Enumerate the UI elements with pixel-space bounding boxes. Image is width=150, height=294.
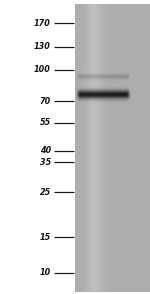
Text: 25: 25 [40,188,51,197]
Text: 70: 70 [40,97,51,106]
Text: 15: 15 [40,233,51,242]
Text: 35: 35 [40,158,51,167]
Text: 170: 170 [34,19,51,28]
Text: 100: 100 [34,65,51,74]
Text: 40: 40 [40,146,51,155]
Text: 130: 130 [34,42,51,51]
Text: 55: 55 [40,118,51,127]
Text: 10: 10 [40,268,51,277]
